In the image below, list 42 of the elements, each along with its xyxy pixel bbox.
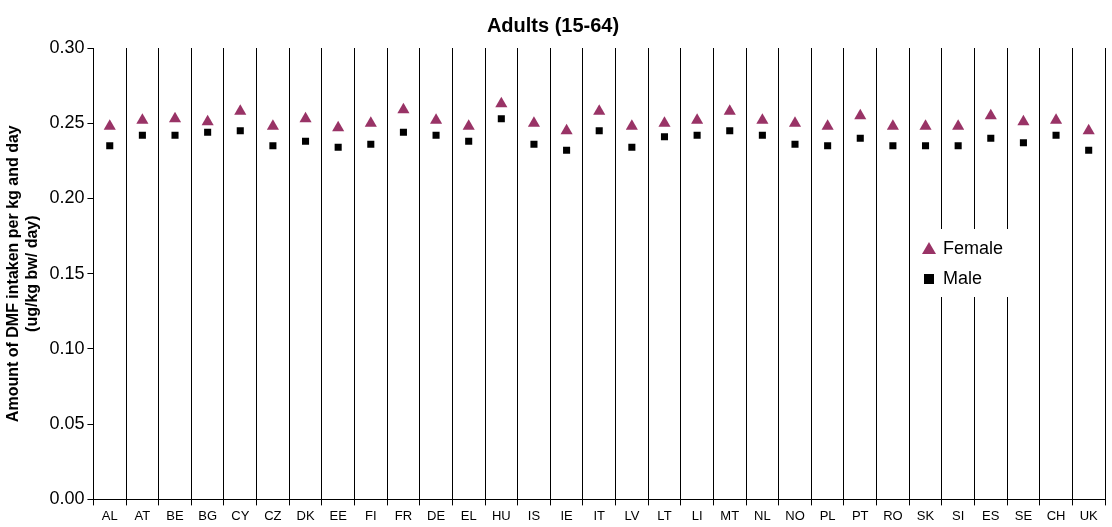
x-tick-label: NO — [785, 507, 805, 523]
chart-title: Adults (15-64) — [486, 13, 620, 36]
x-tick-label: CY — [231, 507, 250, 523]
y-tick-label: 0.15 — [49, 262, 85, 283]
x-tick-label: DE — [427, 507, 446, 523]
x-tick-label: LI — [691, 507, 703, 523]
x-tick-label: HU — [491, 507, 511, 523]
x-tick-label: UK — [1079, 507, 1099, 523]
x-tick-label: RO — [883, 507, 903, 523]
x-tick-label: IT — [593, 507, 606, 523]
x-tick-label: AL — [101, 507, 118, 523]
x-tick-label: EE — [329, 507, 348, 523]
legend-label: Female — [943, 236, 1004, 260]
x-tick-label: PL — [819, 507, 836, 523]
x-tick-label: IE — [560, 507, 574, 523]
x-tick-label: BE — [166, 507, 185, 523]
x-tick-label: LT — [657, 507, 672, 523]
x-tick-label: SK — [916, 507, 935, 523]
y-tick-label: 0.00 — [49, 488, 85, 509]
x-tick-label: DK — [296, 507, 315, 523]
x-tick-label: MT — [720, 507, 740, 523]
x-tick-label: CH — [1046, 507, 1066, 523]
x-tick-label: IS — [527, 507, 541, 523]
x-tick-label: NL — [754, 507, 771, 523]
x-tick-label: BG — [198, 507, 218, 523]
x-tick-label: CZ — [264, 507, 282, 523]
x-tick-label: LV — [624, 507, 640, 523]
x-tick-label: PT — [851, 507, 869, 523]
x-tick-label: ES — [982, 507, 1000, 523]
x-tick-label: FI — [365, 507, 377, 523]
y-tick-label: 0.20 — [49, 187, 85, 208]
x-tick-label: EL — [460, 507, 477, 523]
x-tick-label: SI — [952, 507, 965, 523]
x-tick-label: SE — [1014, 507, 1033, 523]
x-tick-label: AT — [134, 507, 151, 523]
y-tick-label: 0.05 — [49, 413, 85, 434]
y-tick-label: 0.25 — [49, 112, 85, 133]
y-tick-label: 0.30 — [49, 36, 85, 57]
y-tick-label: 0.10 — [49, 337, 85, 358]
x-tick-label: FR — [394, 507, 413, 523]
y-axis-title: Amount of DMF intaken per kg and day (ug/kg bw/ day) — [4, 125, 41, 423]
legend-label: Male — [943, 266, 983, 290]
